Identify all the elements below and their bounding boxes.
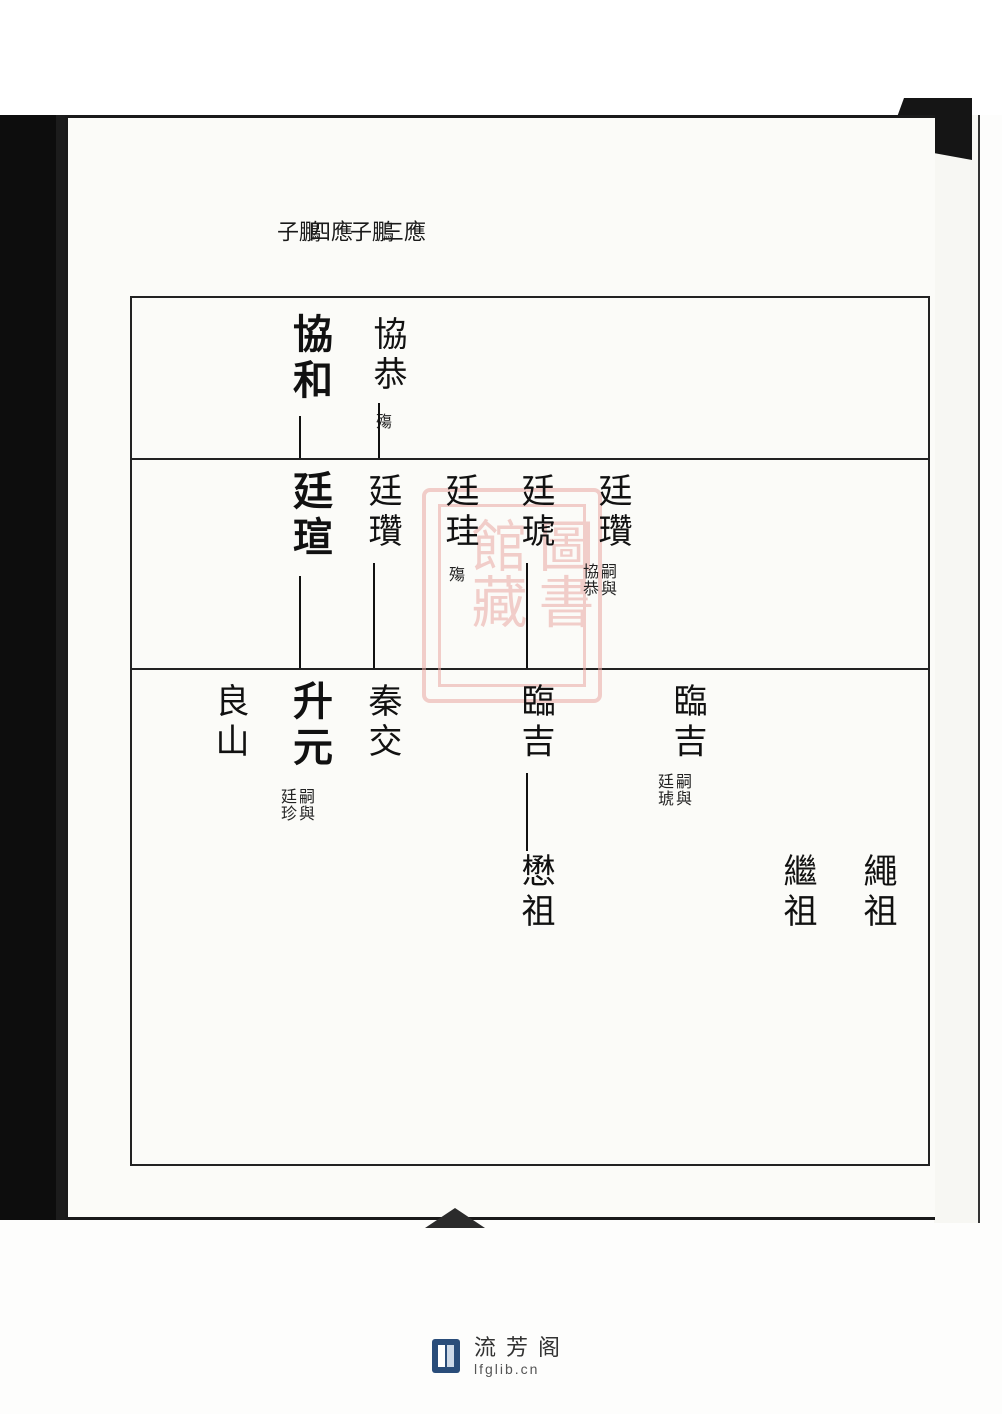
conn-c2	[526, 563, 528, 668]
name-lin-ji-1: 臨吉	[662, 683, 711, 763]
scan-left-dark	[0, 115, 56, 1220]
footer-url: lfglib.cn	[474, 1361, 570, 1378]
note-shang-1: 殤	[369, 413, 393, 430]
name-mao-zu: 懋祖	[510, 853, 559, 933]
name-ji-zu: 繼祖	[772, 853, 821, 933]
conn-1b	[299, 416, 301, 458]
name-ting-zan1: 廷瓚	[587, 473, 636, 553]
note-c3: 殤	[442, 566, 466, 583]
row-divider-1	[132, 458, 928, 460]
name-lin-ji-2: 臨吉	[510, 683, 559, 763]
name-ting-hu: 廷琥	[510, 473, 559, 553]
name-xie-gong: 協恭	[362, 316, 411, 396]
conn-c4	[373, 563, 375, 668]
scan-right-edge	[934, 115, 980, 1223]
note-d1-2: 廷琥	[651, 773, 675, 807]
name-xie-he: 協和	[280, 313, 338, 405]
footer-text-block: 流芳阁 lfglib.cn	[474, 1335, 570, 1378]
name-ting-gui: 廷珪	[434, 473, 483, 553]
footer-title: 流芳阁	[474, 1335, 570, 1361]
note-f-2: 廷珍	[274, 788, 298, 822]
name-ting-xuan: 廷瑄	[280, 470, 338, 562]
footer: 流芳阁 lfglib.cn	[0, 1335, 1002, 1378]
footer-logo-icon	[432, 1339, 460, 1373]
top-margin	[0, 0, 1002, 115]
conn-d2	[526, 773, 528, 851]
name-sheng-zu: 繩祖	[852, 853, 901, 933]
conn-1a	[378, 403, 380, 458]
binding-notch	[425, 1208, 485, 1228]
header-col2-lower: 四子	[270, 220, 334, 245]
conn-c5	[299, 576, 301, 668]
name-qin-jiao: 秦交	[357, 683, 406, 763]
note-c1-2: 協恭	[576, 563, 600, 597]
name-liang-shan: 良山	[204, 683, 253, 763]
name-sheng-yuan: 升元	[280, 680, 338, 772]
genealogy-frame: 圖書 館藏 協恭 殤 協和 廷瓚 嗣與 協恭 廷琥 廷珪 殤 廷瓚 廷瑄 臨吉 …	[130, 296, 930, 1166]
name-ting-zan2: 廷瓚	[357, 473, 406, 553]
